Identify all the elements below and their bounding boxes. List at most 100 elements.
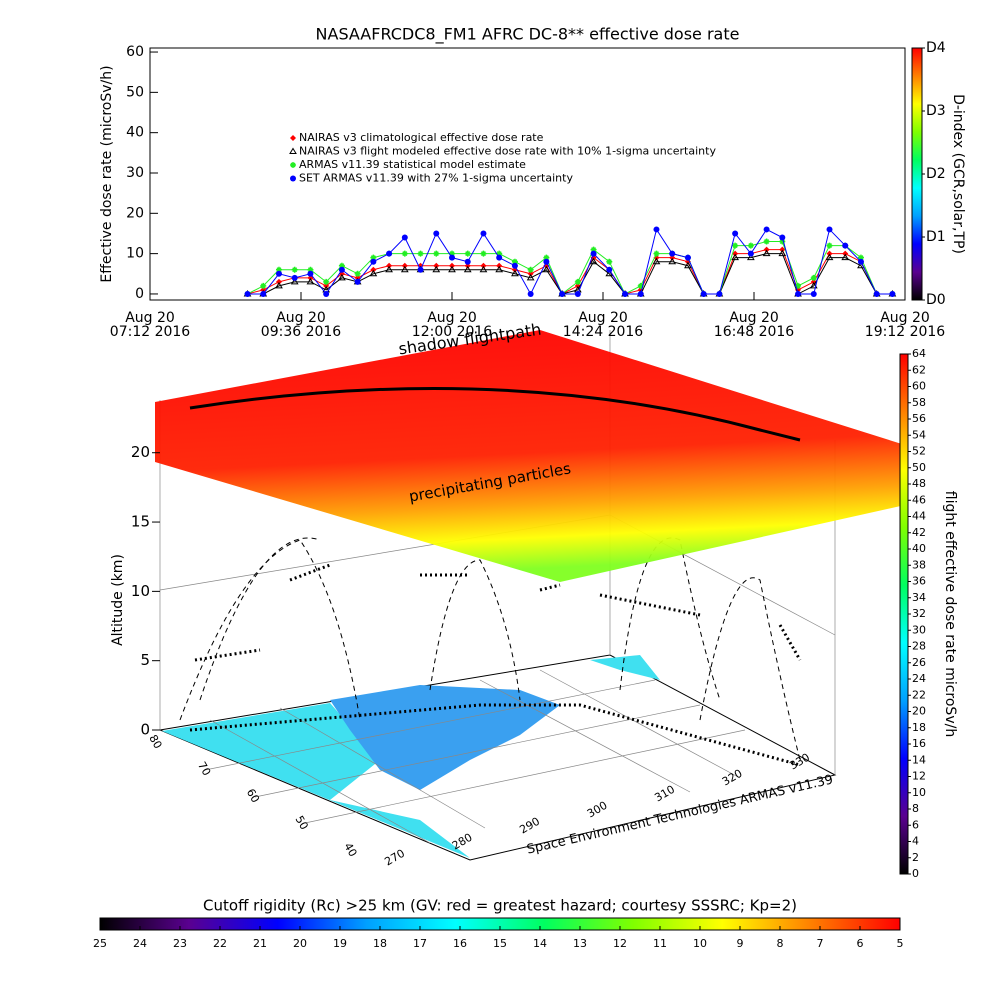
colorbar-tick-label: 30 (912, 623, 926, 636)
marker (810, 290, 817, 297)
colorbar-tick-label: 10 (912, 786, 926, 799)
marker (574, 290, 581, 297)
marker (386, 262, 393, 269)
marker (684, 261, 692, 269)
marker (732, 230, 739, 237)
marker (653, 250, 660, 257)
colorbar-tick-label: 19 (333, 937, 347, 950)
colorbar-tick-label: 40 (912, 542, 926, 555)
marker (542, 265, 551, 273)
colorbar-tick-label: 42 (912, 526, 926, 539)
marker (495, 265, 504, 273)
marker (323, 290, 330, 297)
marker (433, 230, 440, 237)
marker (479, 265, 488, 273)
marker (763, 238, 770, 245)
marker (464, 258, 471, 265)
colorbar-tick-label: 64 (912, 347, 926, 360)
legend-marker (290, 135, 296, 141)
x-tick-label: Aug 20 (125, 310, 175, 326)
colorbar-tick-label: 6 (912, 818, 919, 831)
marker (260, 290, 267, 297)
colorbar-title: Cutoff rigidity (Rc) >25 km (GV: red = g… (203, 897, 797, 915)
colorbar-tick-label: 21 (253, 937, 267, 950)
colorbar-tick-label: 20 (293, 937, 307, 950)
marker (842, 250, 849, 257)
marker (448, 265, 456, 273)
marker (809, 281, 818, 289)
marker (307, 270, 314, 277)
marker (463, 265, 472, 273)
marker (369, 269, 378, 277)
colorbar-tick-label: 24 (133, 937, 147, 950)
marker (889, 290, 896, 297)
marker (417, 250, 424, 257)
colorbar-tick-label: D1 (926, 229, 946, 245)
flight-tracks (189, 563, 802, 767)
colorbar-tick-label: 17 (413, 937, 427, 950)
marker (527, 290, 534, 297)
marker (637, 282, 644, 289)
series-line (247, 249, 893, 295)
marker (779, 238, 786, 245)
colorbar-tick-label: 50 (912, 461, 926, 474)
marker (354, 270, 361, 277)
legend-marker (289, 147, 297, 154)
marker (826, 250, 833, 257)
legend-marker (290, 175, 296, 182)
marker (511, 258, 518, 265)
marker (370, 266, 377, 273)
marker (306, 277, 315, 285)
colorbar-title: flight effective dose rate microSv/h (942, 491, 958, 737)
x-tick-label: 16:48 2016 (714, 324, 795, 340)
colorbar-tick-label: 14 (533, 937, 547, 950)
colorbar-tick-label: 25 (93, 937, 107, 950)
marker (433, 262, 440, 269)
marker (432, 265, 441, 273)
marker (543, 254, 550, 261)
colorbar-tick-label: D3 (926, 103, 946, 119)
marker (401, 250, 408, 257)
colorbar-tick-label: 10 (693, 937, 707, 950)
lat-tick-label: 50 (293, 813, 311, 832)
colorbar-tick-label: 4 (912, 835, 919, 848)
x-tick-label: Aug 20 (729, 310, 779, 326)
z-axis-label: Altitude (km) (110, 554, 126, 646)
colorbar-tick-label: 12 (613, 937, 627, 950)
marker (606, 258, 613, 265)
x-tick-label: 07:12 2016 (110, 324, 191, 340)
marker (275, 278, 282, 285)
colorbar-tick-label: 46 (912, 493, 926, 506)
marker (291, 266, 298, 273)
marker (338, 273, 346, 281)
x-tick-label: Aug 20 (276, 310, 326, 326)
marker (653, 226, 660, 233)
marker (275, 270, 282, 277)
marker (795, 290, 802, 297)
marker (731, 253, 740, 261)
colorbar-tick-label: 6 (857, 937, 864, 950)
colorbar-tick-label: 28 (912, 640, 926, 653)
marker (449, 262, 455, 269)
greenland (590, 655, 660, 680)
marker (810, 274, 817, 281)
colorbar-tick-label: D0 (926, 292, 946, 308)
marker (401, 262, 408, 269)
z-tick-label: 20 (131, 443, 150, 461)
dose-slab (155, 330, 905, 582)
colorbar-tick-label: 26 (912, 656, 926, 669)
marker (496, 254, 503, 261)
colorbar-tick-label: 44 (912, 510, 926, 523)
marker (732, 242, 739, 249)
chart-title: NASAAFRCDC8_FM1 AFRC DC-8** effective do… (316, 25, 740, 45)
marker (825, 253, 834, 261)
land (162, 703, 470, 858)
x-tick-label: Aug 20 (427, 310, 477, 326)
colorbar-tick-label: 0 (912, 867, 919, 880)
marker (526, 273, 535, 281)
lat-tick-label: 70 (195, 759, 213, 778)
marker (637, 290, 644, 297)
colorbar-tick-label: 5 (897, 937, 904, 950)
marker (480, 262, 487, 269)
